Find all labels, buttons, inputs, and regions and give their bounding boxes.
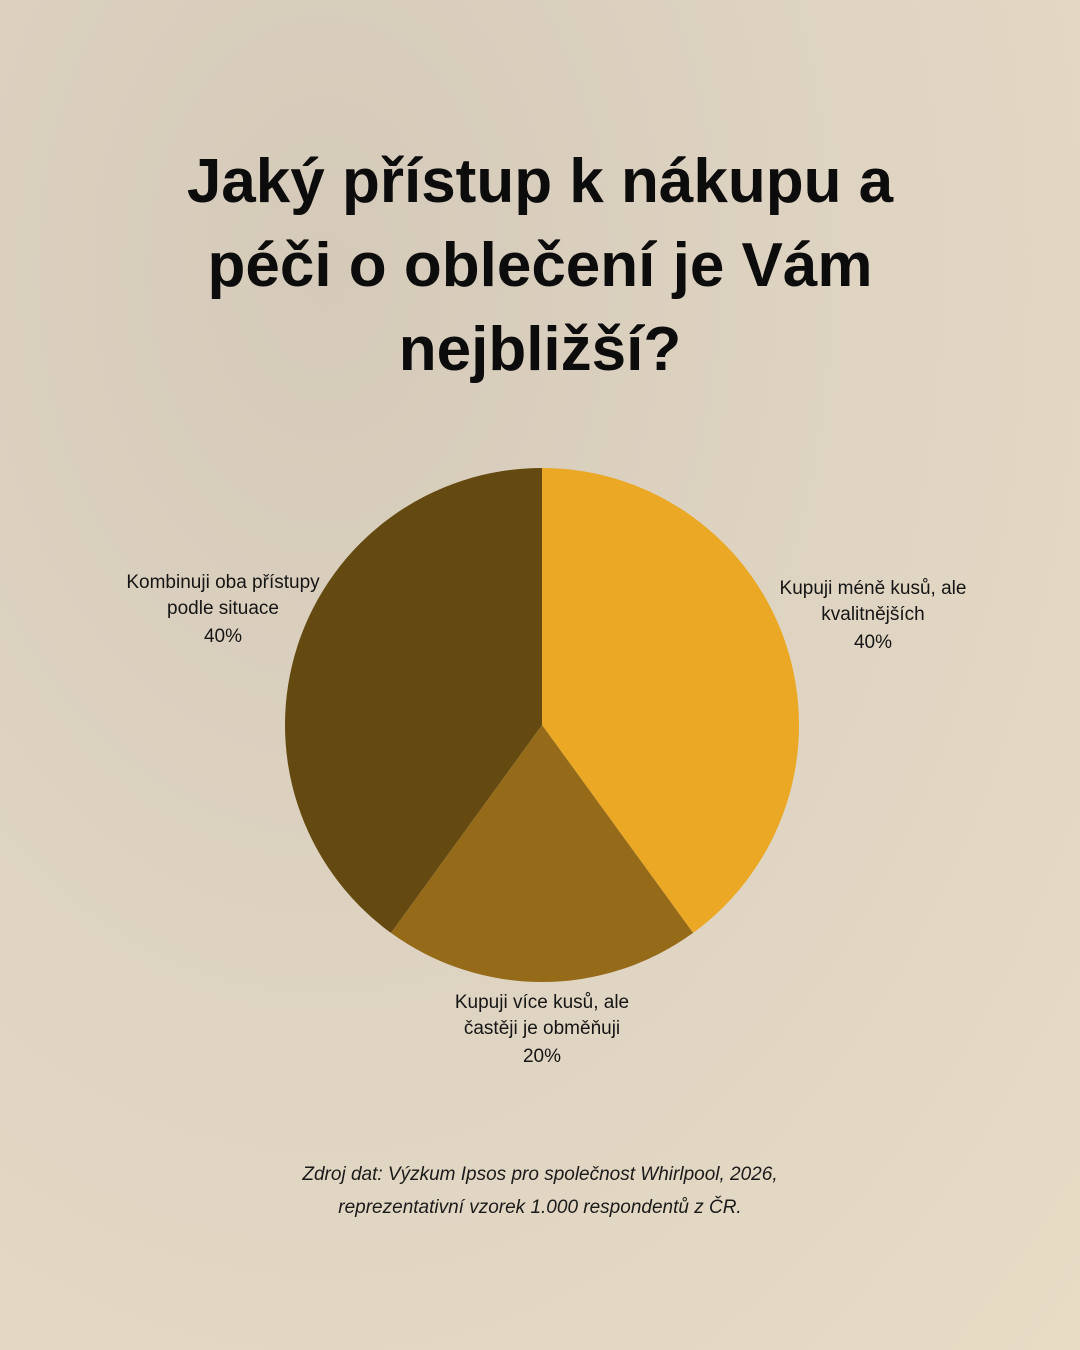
value-label: 40%: [203, 626, 243, 647]
slice-label: Kupuji více kusů, ale častěji je obměňuj…: [432, 990, 652, 1070]
value-label: 20%: [522, 1046, 562, 1067]
pie-slice: [542, 468, 799, 933]
category-label: Kupuji méně kusů, ale kvalitnějších: [779, 578, 967, 625]
category-label: Kombinuji oba přístupy podle situace: [126, 572, 320, 619]
slice-label: Kupuji méně kusů, ale kvalitnějších 40%: [763, 576, 983, 656]
source-note: Zdroj dat: Výzkum Ipsos pro společnost W…: [302, 1164, 778, 1218]
slice-label: Kombinuji oba přístupy podle situace 40%: [113, 570, 333, 650]
value-label: 40%: [853, 632, 893, 653]
category-label: Kupuji více kusů, ale častěji je obměňuj…: [454, 992, 630, 1039]
pie-slice: [284, 468, 542, 933]
chart-title: Jaký přístup k nákupu a péči o oblečení …: [186, 147, 894, 384]
pie-slice: [390, 725, 694, 982]
